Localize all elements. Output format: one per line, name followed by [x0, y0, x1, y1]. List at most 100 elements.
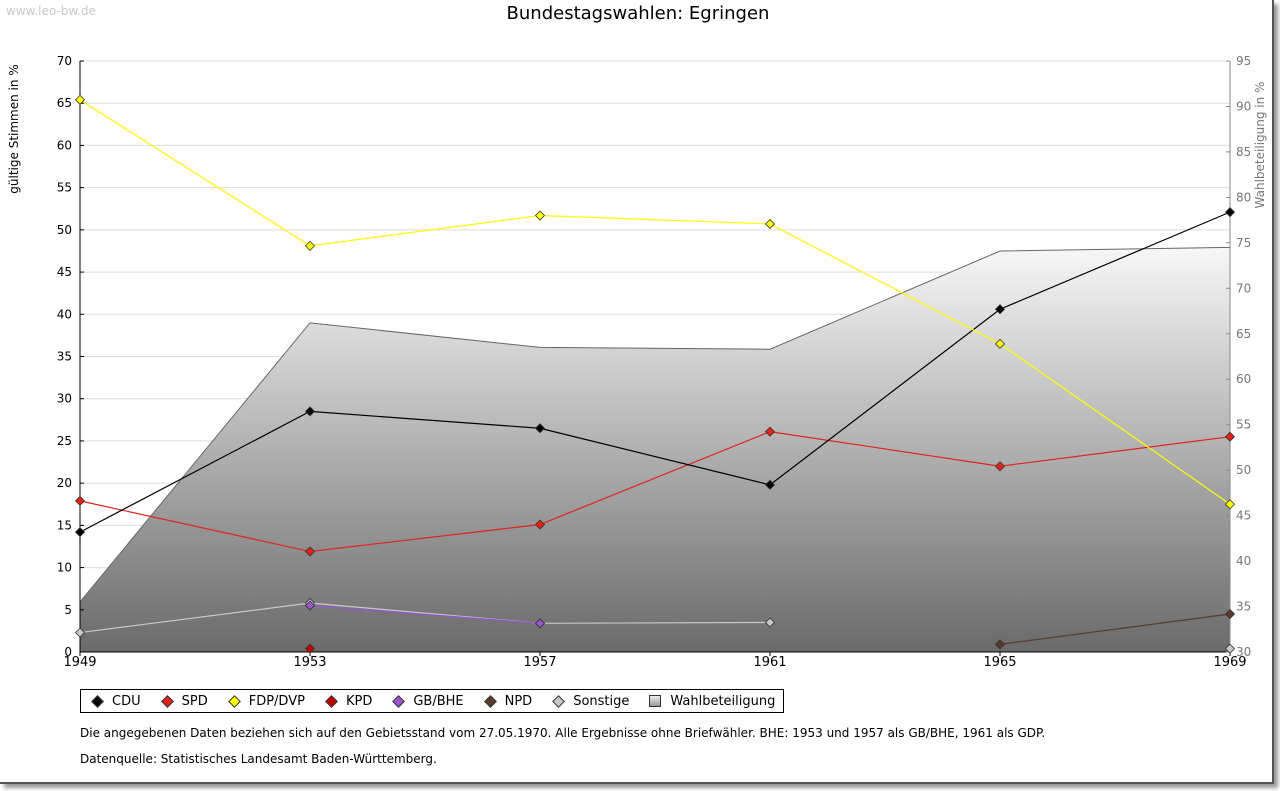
y-tick-label-left: 65 [57, 96, 72, 110]
data-point-spd [304, 546, 316, 557]
data-point-cdu [534, 423, 546, 434]
y-tick-label-left: 40 [57, 307, 72, 321]
y-tick-label-left: 15 [57, 518, 72, 532]
x-tick-label: 1961 [753, 655, 786, 670]
legend-item-gbbhe: GB/BHE [388, 693, 464, 709]
data-point-fdpdvp [534, 210, 546, 221]
data-point-kpd [304, 643, 316, 654]
data-point-gbbhe [304, 600, 316, 611]
y-tick-label-right: 50 [1236, 463, 1251, 477]
y-tick-label-left: 20 [57, 476, 72, 490]
series-line-fdpdvp [79, 99, 1231, 505]
series-line-npd [999, 613, 1231, 645]
legend-item-npd: NPD [480, 693, 533, 709]
footnote-data-source: Datenquelle: Statistisches Landesamt Bad… [80, 752, 437, 766]
turnout-area [80, 247, 1230, 652]
data-point-sonstige [74, 627, 86, 638]
data-point-npd [1224, 608, 1236, 620]
data-point-sonstige [1224, 643, 1236, 654]
legend-marker-cdu [91, 694, 104, 708]
data-point-spd [74, 495, 86, 506]
y-tick-label-right: 35 [1236, 600, 1251, 614]
data-point-cdu [994, 304, 1006, 315]
legend-label-fdp: FDP/DVP [248, 693, 305, 709]
legend-item-cdu: CDU [87, 694, 141, 709]
legend-item-kpd: KPD [321, 694, 372, 709]
y-tick-label-left: 5 [64, 603, 72, 617]
y-tick-label-right: 75 [1236, 236, 1251, 250]
data-point-spd [1224, 431, 1236, 442]
watermark: www.leo-bw.de [6, 4, 96, 18]
series-line-spd [79, 431, 1231, 553]
series-line-sonstige [79, 602, 771, 634]
x-tick-label: 1953 [293, 655, 326, 670]
data-point-fdpdvp [1224, 499, 1236, 510]
y-tick-label-right: 60 [1236, 372, 1251, 386]
footnote-area-notice: Die angegebenen Daten beziehen sich auf … [80, 726, 1046, 740]
legend-label-gbbhe: GB/BHE [413, 693, 464, 709]
x-tick-label: 1969 [1213, 655, 1246, 670]
turnout-area-layer [79, 246, 1231, 652]
legend-marker-npd [483, 694, 497, 708]
data-point-cdu [74, 527, 86, 538]
data-point-sonstige [764, 617, 776, 628]
y-tick-label-right: 65 [1236, 327, 1251, 341]
legend-item-sonstige: Sonstige [548, 694, 629, 709]
y-tick-label-right: 90 [1236, 99, 1251, 113]
y-tick-label-right: 40 [1236, 554, 1251, 568]
y-tick-label-right: 85 [1236, 145, 1251, 159]
chart-title: Bundestagswahlen: Egringen [506, 3, 770, 24]
y-tick-label-right: 95 [1236, 54, 1251, 68]
y-tick-label-left: 0 [64, 645, 72, 659]
data-point-cdu [764, 479, 776, 490]
y-tick-label-left: 25 [57, 434, 72, 448]
x-tick-label: 1965 [983, 655, 1016, 670]
y-tick-label-left: 30 [57, 392, 72, 406]
data-point-gbbhe [534, 618, 546, 629]
legend-marker-sonstige [552, 694, 566, 708]
data-point-spd [534, 519, 546, 530]
data-point-spd [764, 426, 776, 437]
y-tick-label-left: 35 [57, 350, 72, 364]
series-layer [74, 94, 1236, 654]
x-tick-label: 1949 [63, 655, 96, 670]
y-tick-label-right: 30 [1236, 645, 1251, 659]
legend-marker-spd [160, 694, 174, 708]
legend-label-kpd: KPD [345, 693, 373, 709]
legend-label-spd: SPD [181, 693, 208, 709]
legend-item-spd: SPD [157, 694, 208, 709]
axis-layer: 0 5 10 15 20 25 30 35 40 45 50 55 60 65 70 30 35 40 45 50 55… [57, 54, 1252, 670]
legend-item-wahlbeteiligung: Wahlbeteiligung [645, 694, 775, 709]
y-tick-label-right: 70 [1236, 281, 1251, 295]
y-tick-label-left: 70 [57, 54, 72, 68]
legend-label-npd: NPD [504, 693, 533, 709]
data-point-cdu [304, 406, 316, 417]
data-point-fdpdvp [994, 338, 1006, 349]
data-point-npd [994, 639, 1006, 650]
data-point-cdu [1224, 207, 1236, 218]
legend-label-wahlbeteiligung: Wahlbeteiligung [670, 693, 776, 709]
legend-marker-gbbhe [392, 694, 406, 708]
x-tick-label: 1957 [523, 655, 556, 670]
y-tick-label-left: 60 [57, 138, 72, 152]
legend-marker-fdp [227, 694, 241, 708]
legend-item-fdp: FDP/DVP [224, 694, 305, 709]
legend-marker-wahlbeteiligung [649, 695, 662, 707]
chart-plot: 0 5 10 15 20 25 30 35 40 45 50 55 60 65 70 30 35 40 45 50 55… [57, 54, 1252, 670]
data-point-fdpdvp [764, 218, 776, 230]
y-tick-label-right: 55 [1236, 418, 1251, 432]
y-tick-label-right: 45 [1236, 509, 1251, 523]
y-tick-label-left: 55 [57, 181, 72, 195]
y-tick-label-left: 10 [57, 561, 72, 575]
data-point-spd [994, 461, 1006, 472]
legend-marker-kpd [325, 694, 338, 708]
legend-label-cdu: CDU [112, 693, 141, 709]
y-tick-label-left: 50 [57, 223, 72, 237]
turnout-area-outline [79, 246, 1231, 603]
data-point-fdpdvp [304, 240, 316, 251]
legend-label-sonstige: Sonstige [573, 693, 630, 709]
y-tick-label-right: 80 [1236, 190, 1251, 204]
legend: CDU SPD FDP/DVP KPD GB/BHE NPD Sonstige … [80, 689, 785, 713]
series-line-cdu [79, 211, 1231, 533]
y-tick-label-left: 45 [57, 265, 72, 279]
